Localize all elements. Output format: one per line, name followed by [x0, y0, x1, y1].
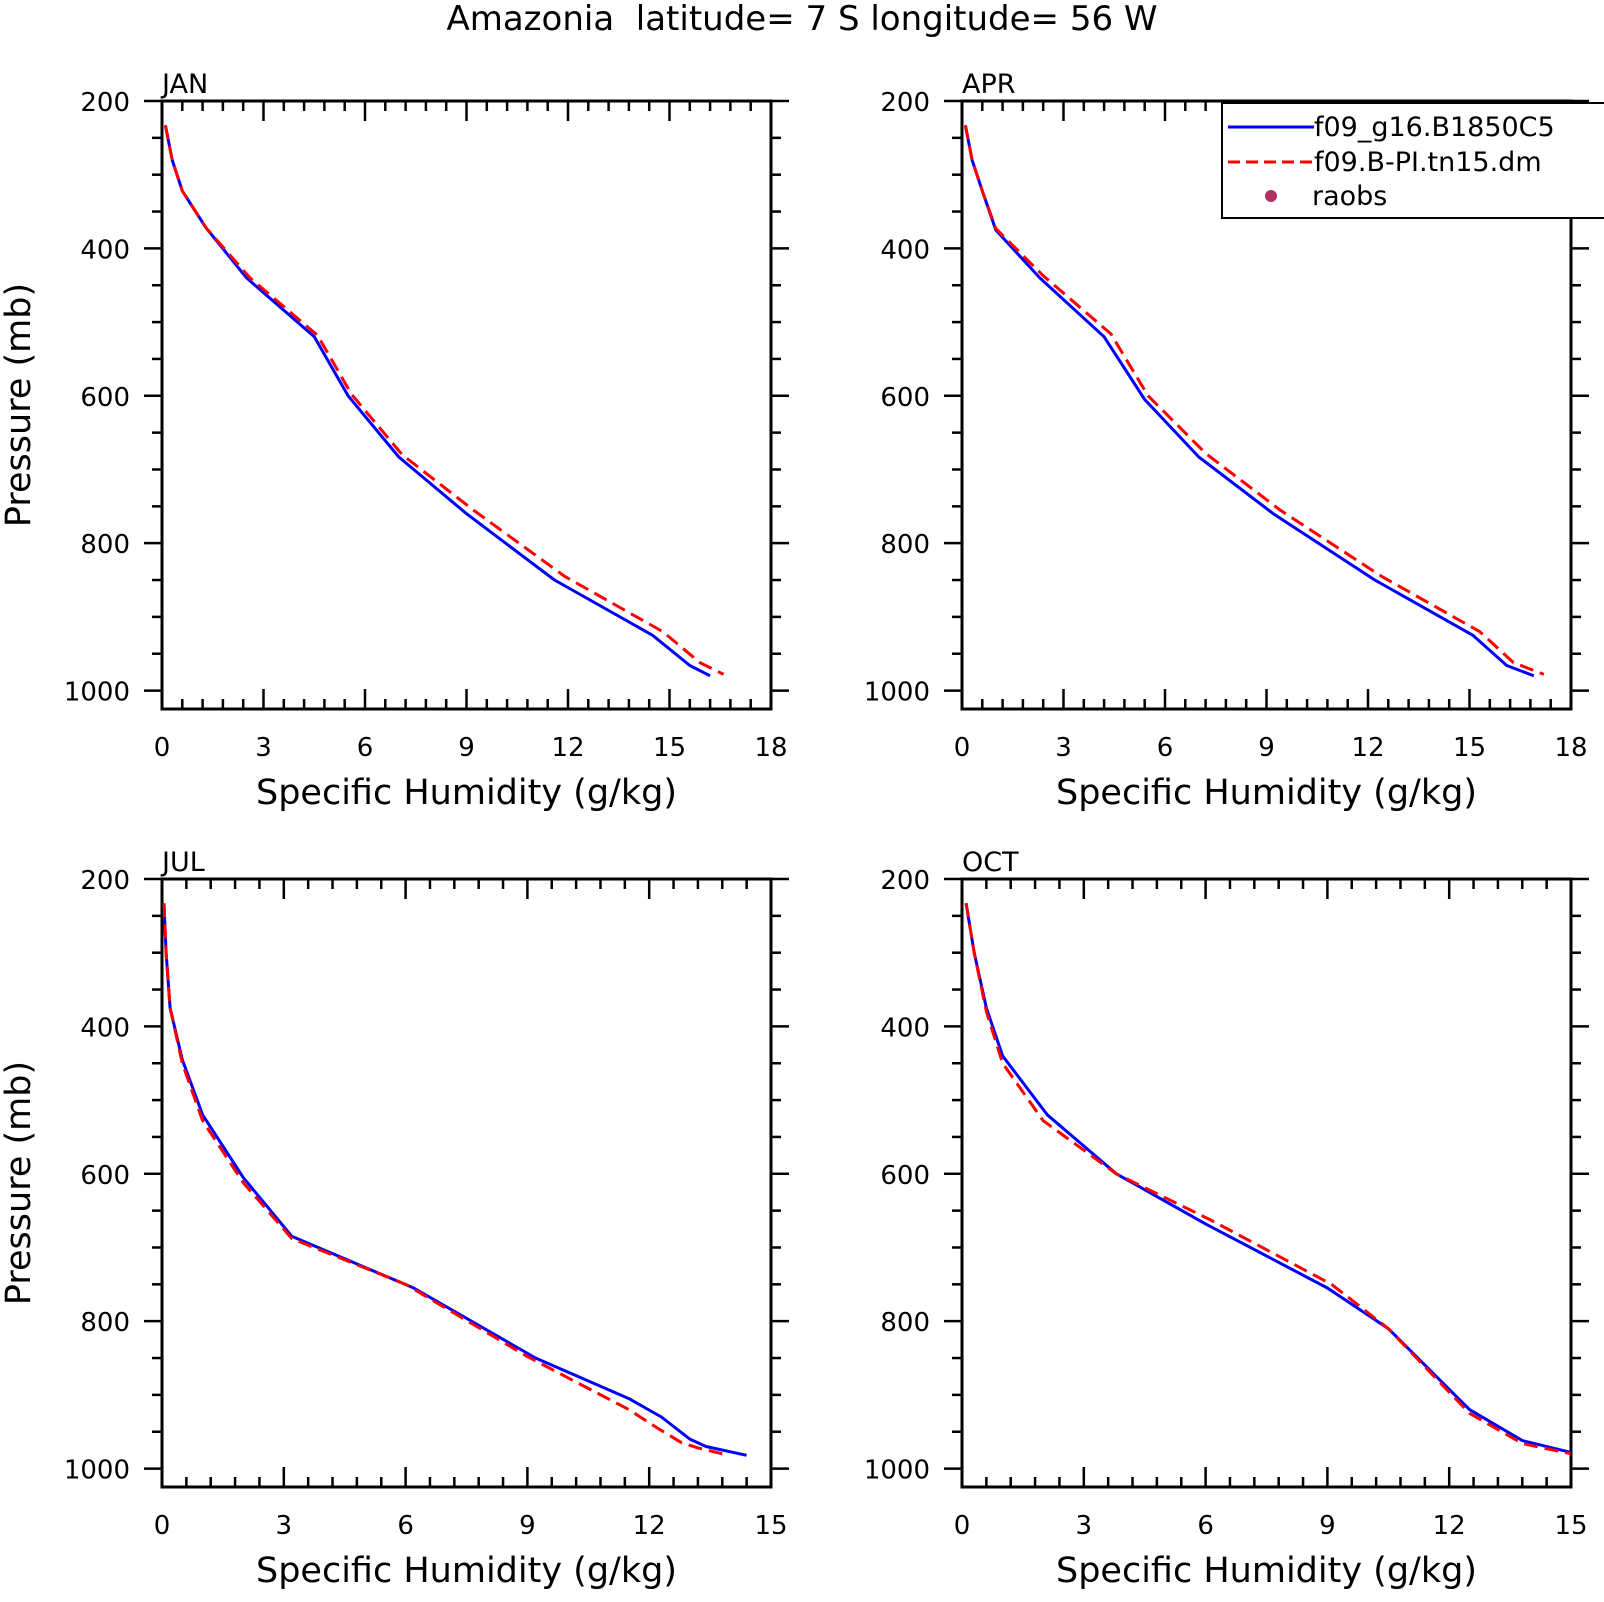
x-tick-label: 0 [154, 1511, 171, 1541]
y-tick-label: 1000 [64, 678, 130, 708]
x-tick-label: 18 [1554, 733, 1587, 763]
x-tick-label: 9 [1319, 1511, 1336, 1541]
x-tick-label: 15 [754, 1511, 787, 1541]
panel-oct: OCT 0 3 6 9 12 15 200 400 600 800 1000 Specific Humi… [864, 847, 1589, 1591]
panel-label: APR [962, 69, 1016, 100]
legend-marker-dot [1265, 190, 1277, 202]
x-tick-label: 6 [397, 1511, 414, 1541]
plot-frame [160, 877, 773, 1489]
x-tick-label: 9 [519, 1511, 536, 1541]
x-tick-label: 3 [1055, 733, 1072, 763]
panel-label: JAN [160, 69, 208, 100]
y-tick-label: 800 [80, 530, 130, 560]
legend-label: f09_g16.B1850C5 [1314, 112, 1555, 143]
y-tick-label: 600 [880, 383, 930, 413]
y-tick-label: 1000 [864, 1456, 930, 1486]
y-tick-label: 800 [880, 530, 930, 560]
x-tick-label: 0 [954, 733, 971, 763]
x-tick-label: 15 [1453, 733, 1486, 763]
plot-frame [960, 877, 1573, 1489]
y-tick-label: 200 [80, 866, 130, 896]
x-tick-label: 18 [754, 733, 787, 763]
legend-label: f09.B-PI.tn15.dm [1314, 147, 1542, 178]
x-tick-label: 12 [1351, 733, 1384, 763]
x-tick-label: 12 [633, 1511, 666, 1541]
series-line-blue [162, 903, 747, 1457]
y-axis-label: Pressure (mb) [0, 283, 39, 527]
x-axis-label: Specific Humidity (g/kg) [1056, 1551, 1477, 1591]
plot-frame [160, 99, 773, 711]
panel-label: JUL [160, 847, 205, 878]
x-tick-label: 3 [1076, 1511, 1093, 1541]
figure-title: Amazonia latitude= 7 S longitude= 56 W [446, 0, 1157, 39]
y-tick-label: 200 [880, 88, 930, 118]
series-line-blue [163, 125, 711, 678]
y-tick-label: 1000 [864, 678, 930, 708]
x-tick-label: 3 [255, 733, 272, 763]
legend-label: raobs [1312, 181, 1387, 212]
y-tick-label: 400 [880, 1013, 930, 1043]
y-axis-label: Pressure (mb) [0, 1061, 39, 1305]
x-tick-label: 0 [154, 733, 171, 763]
x-tick-label: 12 [551, 733, 584, 763]
panel-jan: JAN 0 3 6 9 12 15 18 200 400 600 800 1000 Specific Hu… [0, 69, 789, 813]
y-tick-label: 400 [80, 1013, 130, 1043]
y-tick-label: 800 [880, 1308, 930, 1338]
y-tick-label: 400 [880, 235, 930, 265]
series-line-blue [964, 903, 1572, 1454]
series-line-red-dashed [964, 903, 1572, 1456]
y-tick-label: 200 [880, 866, 930, 896]
x-tick-label: 15 [653, 733, 686, 763]
x-tick-label: 0 [954, 1511, 971, 1541]
y-tick-label: 600 [880, 1161, 930, 1191]
x-axis-label: Specific Humidity (g/kg) [256, 773, 677, 813]
y-tick-label: 600 [80, 1161, 130, 1191]
y-tick-label: 400 [80, 235, 130, 265]
series-line-red-dashed [163, 125, 725, 676]
x-tick-label: 9 [458, 733, 475, 763]
x-tick-label: 9 [1258, 733, 1275, 763]
y-tick-label: 1000 [64, 1456, 130, 1486]
x-tick-label: 6 [1197, 1511, 1214, 1541]
panel-jul: JUL 0 3 6 9 12 15 200 400 600 800 1000 Specific Humi… [0, 847, 789, 1591]
x-tick-label: 6 [1157, 733, 1174, 763]
x-tick-label: 15 [1554, 1511, 1587, 1541]
x-axis-label: Specific Humidity (g/kg) [256, 1551, 677, 1591]
panel-label: OCT [962, 847, 1019, 878]
y-tick-label: 200 [80, 88, 130, 118]
x-tick-label: 6 [357, 733, 374, 763]
x-axis-label: Specific Humidity (g/kg) [1056, 773, 1477, 813]
y-tick-label: 800 [80, 1308, 130, 1338]
x-tick-label: 12 [1433, 1511, 1466, 1541]
series-line-red-dashed [963, 125, 1545, 676]
x-tick-label: 3 [276, 1511, 293, 1541]
series-line-red-dashed [162, 903, 723, 1456]
y-tick-label: 600 [80, 383, 130, 413]
